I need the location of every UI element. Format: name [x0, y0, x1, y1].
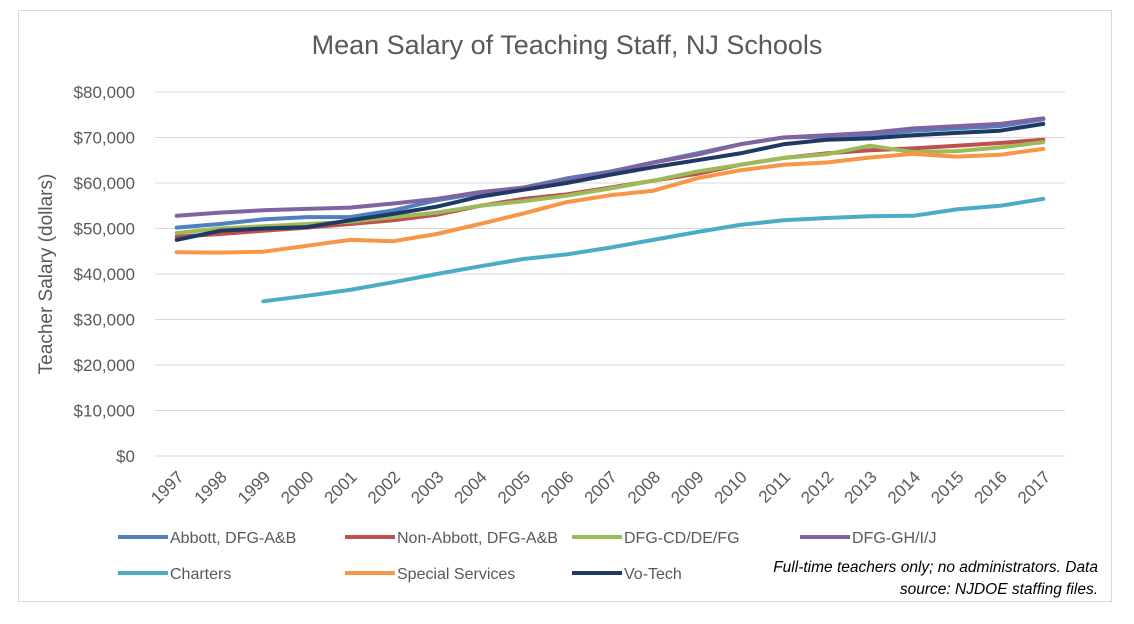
y-tick-label: $80,000 — [74, 83, 135, 102]
x-tick-label: 2008 — [624, 467, 664, 507]
chart-footnote: Full-time teachers only; no administrato… — [698, 557, 1098, 601]
x-tick-label: 2000 — [277, 467, 317, 507]
x-tick-label: 1997 — [147, 467, 187, 507]
legend-label: Vo-Tech — [624, 566, 682, 583]
y-tick-label: $40,000 — [74, 265, 135, 284]
x-tick-label: 2013 — [841, 467, 881, 507]
y-tick-label: $50,000 — [74, 220, 135, 239]
y-tick-label: $20,000 — [74, 356, 135, 375]
legend-label: Charters — [170, 566, 231, 583]
x-tick-label: 2009 — [667, 467, 707, 507]
series-line — [261, 196, 1046, 304]
x-tick-label: 2016 — [971, 467, 1011, 507]
y-axis-label: Teacher Salary (dollars) — [36, 174, 57, 375]
x-tick-label: 2017 — [1014, 467, 1054, 507]
x-tick-label: 1999 — [234, 467, 274, 507]
legend-label: Special Services — [397, 566, 515, 583]
legend-label: DFG-GH/I/J — [852, 530, 936, 547]
y-tick-label: $0 — [116, 447, 135, 466]
series-line — [174, 121, 1046, 242]
x-tick-label: 2014 — [884, 467, 924, 507]
y-tick-label: $70,000 — [74, 129, 135, 148]
y-tick-label: $30,000 — [74, 311, 135, 330]
x-tick-label: 2010 — [711, 467, 751, 507]
series-line — [174, 146, 1046, 255]
y-tick-label: $10,000 — [74, 402, 135, 421]
x-tick-label: 2002 — [364, 467, 404, 507]
x-tick-label: 1998 — [191, 467, 231, 507]
x-tick-label: 2007 — [581, 467, 621, 507]
series-line — [174, 116, 1046, 218]
y-tick-label: $60,000 — [74, 174, 135, 193]
x-tick-label: 2015 — [927, 467, 967, 507]
legend-label: Non-Abbott, DFG-A&B — [397, 530, 558, 547]
x-tick-label: 2011 — [755, 467, 794, 506]
x-tick-label: 2003 — [407, 467, 447, 507]
x-tick-label: 2001 — [321, 467, 361, 507]
x-tick-label: 2005 — [494, 467, 534, 507]
x-tick-label: 2006 — [537, 467, 577, 507]
footnote-line-2: source: NJDOE staffing files. — [899, 581, 1098, 598]
chart-frame — [18, 10, 1112, 602]
x-tick-label: 2012 — [797, 467, 837, 507]
chart-title: Mean Salary of Teaching Staff, NJ School… — [311, 30, 823, 60]
legend-label: Abbott, DFG-A&B — [170, 530, 296, 547]
x-tick-label: 2004 — [451, 467, 491, 507]
footnote-line-1: Full-time teachers only; no administrato… — [773, 559, 1098, 576]
legend-label: DFG-CD/DE/FG — [624, 530, 740, 547]
